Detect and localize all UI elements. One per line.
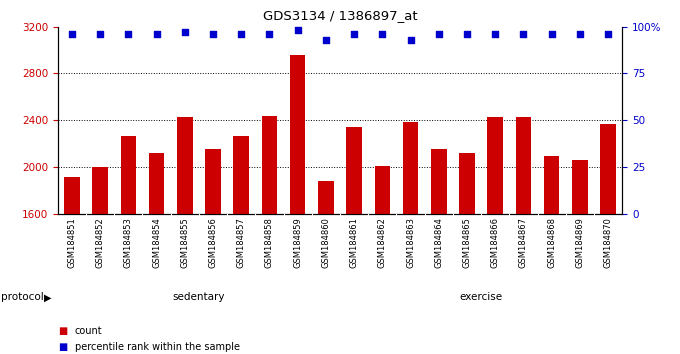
- Point: [207, 31, 218, 37]
- Point: [151, 31, 162, 37]
- Point: [462, 31, 473, 37]
- Point: [236, 31, 247, 37]
- Bar: [346, 127, 362, 214]
- Bar: [600, 124, 616, 214]
- Bar: [544, 155, 560, 214]
- Text: GSM184857: GSM184857: [237, 217, 245, 268]
- Bar: [233, 136, 249, 214]
- Text: GSM184867: GSM184867: [519, 217, 528, 268]
- Text: GSM184863: GSM184863: [406, 217, 415, 268]
- Text: GSM184865: GSM184865: [462, 217, 471, 268]
- Bar: [459, 153, 475, 214]
- Point: [405, 37, 416, 42]
- Text: GDS3134 / 1386897_at: GDS3134 / 1386897_at: [262, 9, 418, 22]
- Bar: [120, 136, 136, 214]
- Bar: [92, 167, 108, 214]
- Text: GSM184868: GSM184868: [547, 217, 556, 268]
- Text: GSM184858: GSM184858: [265, 217, 274, 268]
- Bar: [431, 149, 447, 214]
- Point: [433, 31, 444, 37]
- Bar: [205, 149, 221, 214]
- Text: exercise: exercise: [460, 292, 503, 302]
- Point: [320, 37, 331, 42]
- Point: [377, 31, 388, 37]
- Bar: [318, 181, 334, 214]
- Bar: [290, 55, 305, 214]
- Point: [95, 31, 105, 37]
- Point: [602, 31, 613, 37]
- Text: GSM184859: GSM184859: [293, 217, 302, 268]
- Point: [123, 31, 134, 37]
- Point: [518, 31, 529, 37]
- Text: sedentary: sedentary: [173, 292, 225, 302]
- Bar: [572, 160, 588, 214]
- Text: GSM184854: GSM184854: [152, 217, 161, 268]
- Bar: [64, 177, 80, 214]
- Bar: [375, 166, 390, 214]
- Point: [180, 29, 190, 35]
- Bar: [515, 117, 531, 214]
- Text: ▶: ▶: [44, 292, 51, 302]
- Text: count: count: [75, 326, 103, 336]
- Text: protocol: protocol: [1, 292, 44, 302]
- Text: ■: ■: [58, 342, 67, 352]
- Point: [349, 31, 360, 37]
- Bar: [488, 117, 503, 214]
- Bar: [403, 121, 418, 214]
- Text: GSM184851: GSM184851: [67, 217, 76, 268]
- Text: GSM184869: GSM184869: [575, 217, 584, 268]
- Point: [67, 31, 78, 37]
- Text: GSM184855: GSM184855: [180, 217, 189, 268]
- Bar: [149, 153, 165, 214]
- Text: GSM184861: GSM184861: [350, 217, 358, 268]
- Text: ■: ■: [58, 326, 67, 336]
- Point: [292, 28, 303, 33]
- Text: GSM184870: GSM184870: [604, 217, 613, 268]
- Point: [546, 31, 557, 37]
- Text: GSM184856: GSM184856: [209, 217, 218, 268]
- Text: GSM184860: GSM184860: [322, 217, 330, 268]
- Text: GSM184862: GSM184862: [378, 217, 387, 268]
- Text: GSM184866: GSM184866: [491, 217, 500, 268]
- Point: [490, 31, 500, 37]
- Bar: [262, 116, 277, 214]
- Text: GSM184864: GSM184864: [435, 217, 443, 268]
- Text: percentile rank within the sample: percentile rank within the sample: [75, 342, 240, 352]
- Text: GSM184853: GSM184853: [124, 217, 133, 268]
- Text: GSM184852: GSM184852: [96, 217, 105, 268]
- Point: [575, 31, 585, 37]
- Bar: [177, 117, 192, 214]
- Point: [264, 31, 275, 37]
